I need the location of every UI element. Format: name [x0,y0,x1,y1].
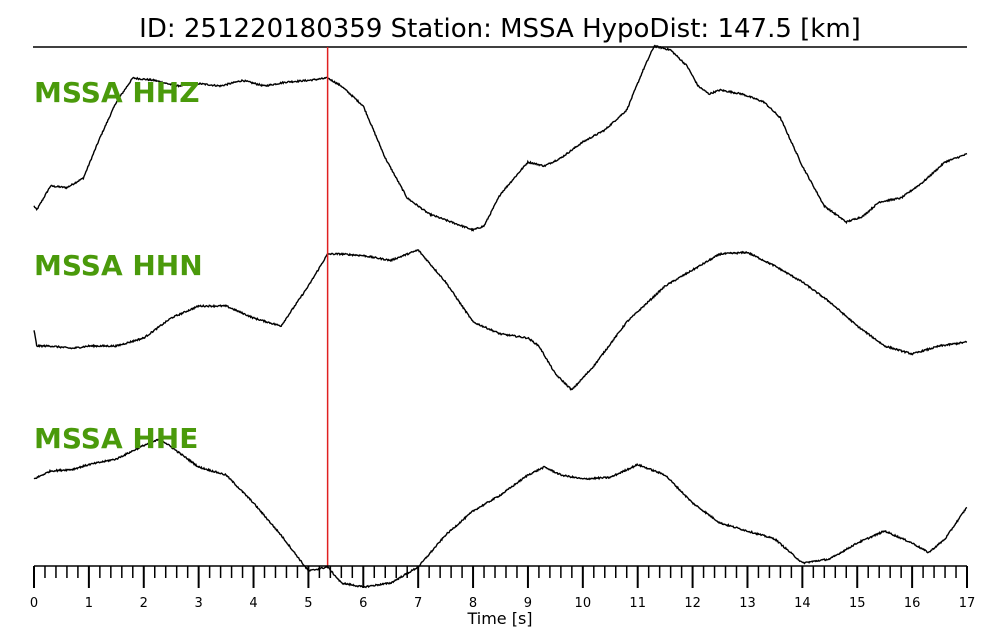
x-axis: 0 1 2 3 4 5 6 7 8 9 10 11 12 13 14 15 16 17 [30,565,976,611]
x-tick-label: 16 [904,596,921,611]
trace-label: MSSA HHE [34,422,198,455]
x-axis-label: Time [s] [466,609,532,628]
x-tick-label: 15 [849,596,866,611]
x-tick-label: 13 [739,596,756,611]
trace-label: MSSA HHZ [34,76,200,109]
trace-line [33,44,968,232]
x-tick-label: 10 [575,596,592,611]
x-tick-label: 14 [794,596,811,611]
x-tick-label: 1 [85,596,93,611]
trace-mssa-hhn: MSSA HHN [33,249,968,391]
trace-label: MSSA HHN [34,249,203,282]
x-tick-label: 2 [140,596,148,611]
traces-group: MSSA HHZ MSSA HHN MSSA HHE [33,44,968,589]
trace-line [33,249,968,391]
x-tick-label: 9 [524,596,532,611]
x-tick-label: 0 [30,596,38,611]
x-tick-label: 12 [684,596,701,611]
x-tick-label: 6 [359,596,367,611]
trace-line [33,437,968,589]
trace-mssa-hhz: MSSA HHZ [33,44,968,232]
x-tick-label: 17 [959,596,976,611]
x-tick-label: 7 [414,596,422,611]
x-tick-label: 3 [195,596,203,611]
x-tick-label: 4 [249,596,257,611]
trace-mssa-hhe: MSSA HHE [33,422,968,589]
chart-title: ID: 251220180359 Station: MSSA HypoDist:… [139,14,861,44]
x-tick-label: 5 [304,596,312,611]
x-tick-label: 11 [629,596,646,611]
x-tick-label: 8 [469,596,477,611]
